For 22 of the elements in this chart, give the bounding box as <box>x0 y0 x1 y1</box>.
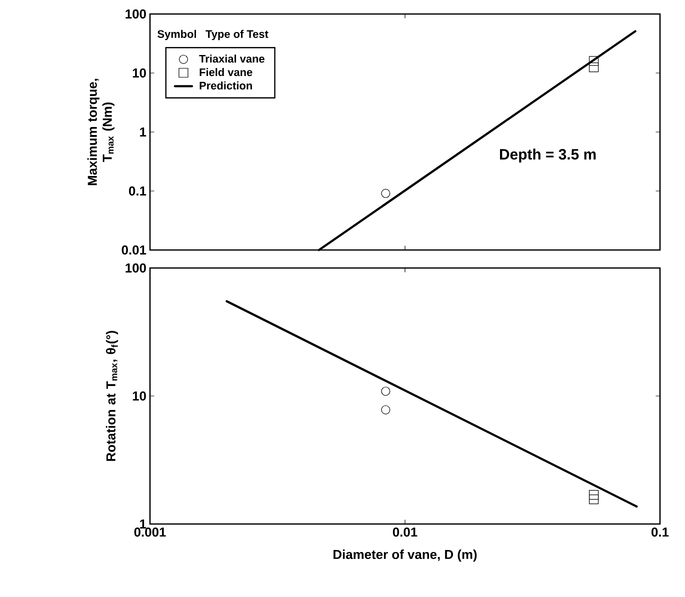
legend-label: Prediction <box>200 81 252 90</box>
point <box>381 188 390 198</box>
y-tick-label: 10 <box>132 68 146 78</box>
y-axis-title: Rotation at T$_{max}$, θ$_{f}$(°) <box>106 330 118 461</box>
x-tick-label: 0.001 <box>134 528 166 537</box>
point <box>588 56 599 66</box>
annotation: Depth = 3.5 m <box>500 148 596 163</box>
x-tick-label: 0.1 <box>652 528 669 537</box>
y-tick-label: 1 <box>140 520 146 528</box>
y-tick-label: 100 <box>126 263 146 273</box>
legend-label: Triaxial vane <box>199 54 264 63</box>
annotation: Type of Test <box>206 30 268 40</box>
y-tick-label: 1 <box>140 128 146 136</box>
y-tick-label: 100 <box>126 9 146 19</box>
y-tick-label: 0.01 <box>122 245 146 255</box>
legend-label: Field vane <box>200 68 252 76</box>
legend-title: Symbol <box>158 30 196 40</box>
y-tick-label: 0.1 <box>128 186 146 196</box>
x-tick-label: 0.01 <box>392 528 418 537</box>
x-axis-title: Diameter of vane, D (m) <box>334 550 477 562</box>
point <box>588 62 599 72</box>
y-tick-label: 10 <box>132 391 146 401</box>
